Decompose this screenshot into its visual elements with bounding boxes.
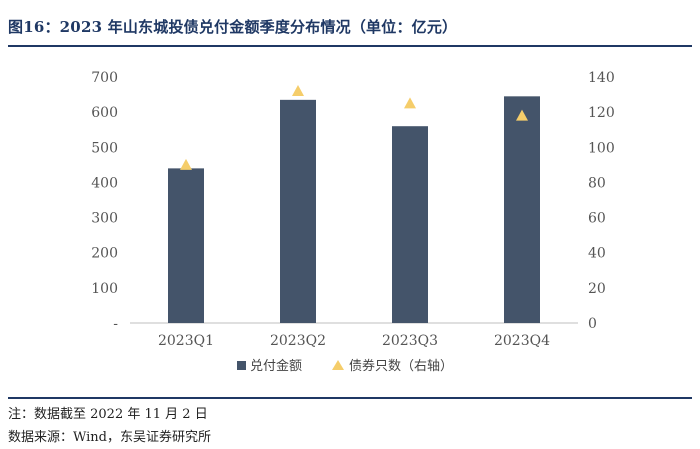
y2-axis-tick-label: 40 — [588, 246, 606, 262]
y2-axis-tick-label: 0 — [588, 316, 597, 332]
data-source: 数据来源：Wind，东吴证券研究所 — [8, 430, 211, 445]
marker-point — [404, 97, 416, 109]
footnote-date: 注：数据截至 2022 年 11 月 2 日 — [8, 407, 208, 422]
marker-point — [516, 109, 528, 121]
y2-axis-tick-label: 100 — [588, 140, 615, 156]
y2-axis-tick-label: 140 — [588, 70, 615, 86]
y2-axis-tick-label: 20 — [588, 281, 606, 297]
legend-label-marker: 债券只数（右轴） — [349, 358, 453, 374]
marker-point — [292, 85, 304, 97]
bar — [504, 96, 540, 323]
figure-title: 图16：2023 年山东城投债兑付金额季度分布情况（单位：亿元） — [8, 18, 458, 36]
y-axis-tick-label: 300 — [91, 211, 118, 227]
legend-swatch-marker — [332, 360, 344, 370]
y-axis-tick-label: 700 — [91, 70, 118, 86]
x-axis-tick-label: 2023Q2 — [270, 333, 326, 349]
y-axis-tick-label: 100 — [91, 281, 118, 297]
bar — [280, 99, 316, 323]
legend-label-bar: 兑付金额 — [250, 358, 302, 374]
y2-axis-tick-label: 120 — [588, 105, 615, 121]
x-axis-tick-label: 2023Q3 — [382, 333, 438, 349]
y-axis-tick-label: - — [113, 316, 118, 332]
x-axis-tick-label: 2023Q1 — [158, 333, 214, 349]
marker-point — [180, 158, 192, 170]
y-axis-tick-label: 600 — [91, 105, 118, 121]
y-axis-tick-label: 200 — [91, 246, 118, 262]
y-axis-tick-label: 500 — [91, 140, 118, 156]
bar — [392, 126, 428, 323]
legend-swatch-bar — [237, 361, 246, 370]
footer-divider — [8, 397, 692, 399]
bar-chart: - 100 200 300 400 500 600 700 0 20 40 60 80 100 120 140… — [91, 70, 615, 374]
x-axis-tick-label: 2023Q4 — [494, 333, 550, 349]
title-divider — [8, 45, 692, 47]
y-axis-tick-label: 400 — [91, 175, 118, 191]
y2-axis-tick-label: 60 — [588, 211, 606, 227]
y2-axis-tick-label: 80 — [588, 175, 606, 191]
bar — [168, 168, 204, 323]
